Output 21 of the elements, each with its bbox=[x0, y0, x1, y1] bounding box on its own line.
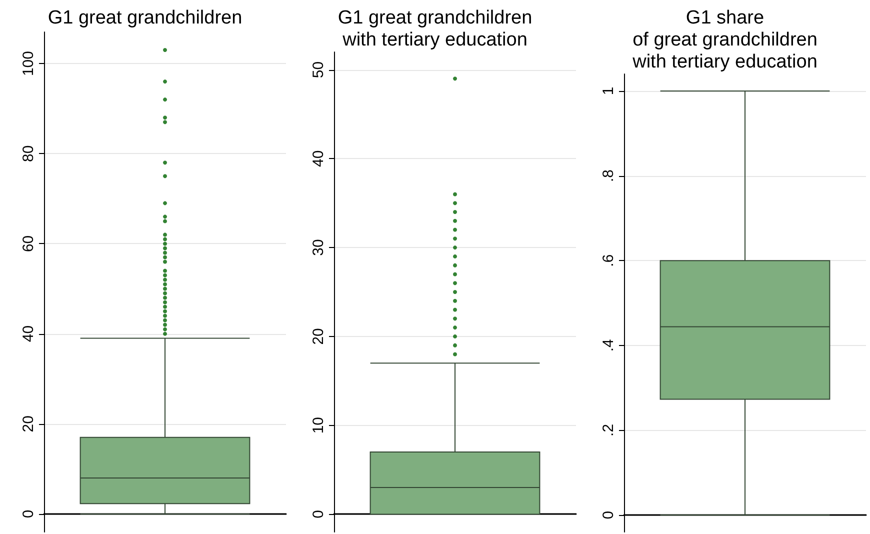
y-tick-label: 100 bbox=[20, 51, 37, 76]
y-tick-label: .8 bbox=[600, 170, 617, 182]
y-tick-label: .4 bbox=[600, 339, 617, 352]
y-tick-label: 60 bbox=[20, 235, 37, 252]
y-tick-label: 1 bbox=[600, 86, 617, 96]
y-tick-label: 20 bbox=[310, 328, 327, 345]
y-tick-label: 80 bbox=[20, 145, 37, 162]
chart-title: G1 share of great grandchildren with tertiary education bbox=[632, 8, 818, 72]
y-tick-label: 30 bbox=[310, 239, 327, 256]
chart-title: G1 great grandchildren bbox=[48, 8, 242, 28]
y-tick-label: 10 bbox=[310, 416, 327, 434]
y-tick-label: 40 bbox=[310, 150, 327, 168]
y-tick-label: .6 bbox=[600, 254, 617, 267]
y-tick-label: .2 bbox=[600, 424, 617, 436]
y-tick-label: 0 bbox=[20, 510, 37, 518]
y-tick-label: 0 bbox=[600, 510, 617, 520]
y-tick-label: 20 bbox=[20, 416, 37, 432]
chart-title: G1 great grandchildren with tertiary education bbox=[338, 8, 532, 50]
y-tick-label: 50 bbox=[310, 61, 327, 78]
y-tick-label: 0 bbox=[310, 510, 327, 518]
y-tick-label: 40 bbox=[20, 325, 37, 342]
